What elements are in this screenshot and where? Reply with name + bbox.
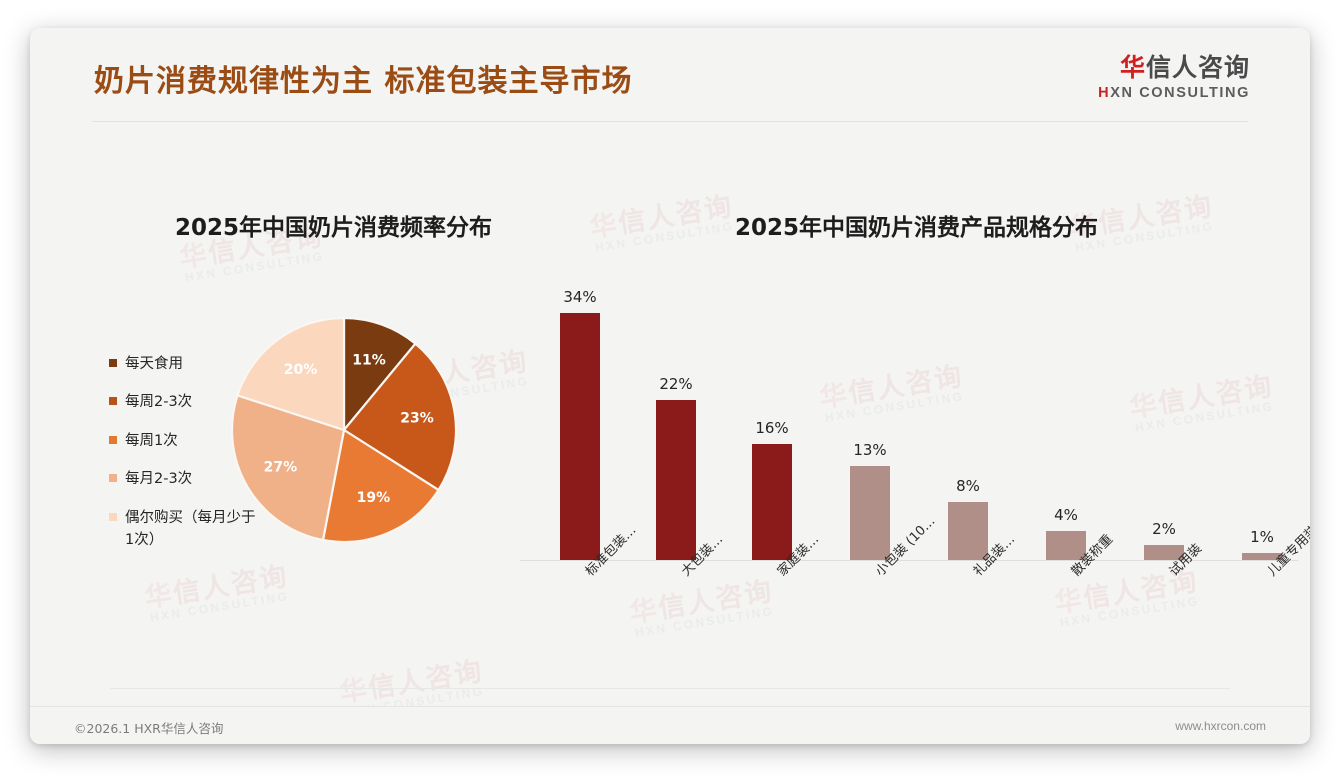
pie-legend-item[interactable]: 每周1次: [109, 430, 259, 452]
page-title: 奶片消费规律性为主 标准包装主导市场: [94, 64, 633, 99]
pie-slice-label: 11%: [352, 352, 386, 368]
logo-chinese-text: 华信人咨询: [1098, 54, 1250, 82]
pie-slice[interactable]: [321, 428, 441, 544]
bar-rect[interactable]: [850, 465, 890, 560]
pie-legend-label: 每周1次: [125, 432, 178, 449]
pie-legend-label: 每月2-3次: [125, 471, 193, 488]
bar-value-label: 2%: [1152, 520, 1176, 539]
bar-value-label: 1%: [1250, 527, 1274, 546]
bar-value-label: 22%: [659, 375, 693, 394]
pie-chart-panel: 每天食用 每周2-3次 每周1次 每月2-3次 偶尔购买（每月少于1次） 11% 23% 1…: [90, 278, 510, 618]
bar-column: 34% 标准包装…: [560, 288, 639, 579]
legend-swatch-icon: [109, 474, 117, 483]
legend-swatch-icon: [109, 512, 117, 521]
title-divider: [92, 121, 1248, 122]
bar-rect[interactable]: [1242, 552, 1282, 560]
bar-column: 4% 散装称重: [1046, 506, 1116, 579]
bar-column: 13% 小包装 (10…: [850, 441, 938, 579]
bar-chart-axis-line: [520, 560, 1298, 561]
bar-rect[interactable]: [752, 443, 792, 560]
pie-legend-item[interactable]: 每周2-3次: [109, 391, 259, 413]
bar-rect[interactable]: [656, 400, 696, 560]
pie-legend-label: 偶尔购买（每月少于1次）: [125, 509, 256, 549]
bar-column: 22% 大包装…: [656, 375, 726, 579]
pie-legend-label: 每天食用: [125, 356, 183, 372]
bar-chart-title: 2025年中国奶片消费产品规格分布: [735, 215, 1099, 241]
bar-column: 8% 礼品装…: [948, 477, 1018, 579]
footer-website: www.hxrcon.com: [1175, 719, 1266, 733]
pie-slice-label: 23%: [400, 410, 434, 426]
legend-swatch-icon: [109, 435, 117, 444]
bar-column: 16% 家庭装…: [752, 419, 822, 579]
footnote-divider: [110, 688, 1230, 689]
logo-cn-rest: 信人咨询: [1145, 53, 1250, 82]
bar-value-label: 8%: [956, 476, 980, 495]
legend-swatch-icon: [109, 397, 117, 406]
pie-legend-item[interactable]: 每天食用: [109, 353, 259, 375]
slide-canvas: 华信人咨询 HXN CONSULTING 华信人咨询 HXN CONSULTING 华信…: [30, 28, 1310, 744]
pie-slice[interactable]: [236, 316, 346, 432]
logo-english-text: HXN CONSULTING: [1098, 85, 1250, 101]
pie-slice-label: 20%: [284, 362, 318, 378]
bar-value-label: 13%: [853, 440, 887, 459]
watermark-cn: 华信人咨询: [587, 190, 736, 244]
pie-chart-legend: 每天食用每周2-3次 每周1次每月2-3次偶尔购买（每月少于1次）: [109, 353, 259, 568]
legend-swatch-icon: [109, 359, 117, 367]
bar-rect[interactable]: [1144, 545, 1184, 560]
logo-en-rest: XN CONSULTING: [1110, 84, 1250, 101]
slide-header: 奶片消费规律性为主 标准包装主导市场 华信人咨询 HXN CONSULTING: [30, 28, 1310, 123]
bar-rect[interactable]: [948, 501, 988, 560]
company-logo: 华信人咨询 HXN CONSULTING: [1098, 54, 1250, 101]
pie-chart-graphic: 11% 23% 19% 27% 20%: [230, 316, 458, 544]
slide-footer: ©2026.1 HXR华信人咨询 www.hxrcon.com: [30, 706, 1310, 744]
bar-column: 1% 儿童专用装: [1242, 523, 1310, 579]
pie-legend-item[interactable]: 偶尔购买（每月少于1次）: [109, 507, 259, 552]
bar-value-label: 16%: [755, 418, 789, 437]
pie-slice[interactable]: [342, 342, 458, 492]
footer-copyright: ©2026.1 HXR华信人咨询: [74, 721, 224, 736]
pie-chart-title: 2025年中国奶片消费频率分布: [175, 215, 493, 241]
watermark-cn: 华信人咨询: [337, 655, 486, 709]
watermark-en: HXN CONSULTING: [594, 219, 736, 256]
bar-chart-panel: 34% 标准包装… 22% 大包装… 16% 家庭装… 13% 小包装 (10… 8% 礼品装… 4…: [520, 278, 1310, 648]
pie-slice[interactable]: [342, 316, 417, 434]
logo-cn-accent: 华: [1119, 53, 1146, 82]
bar-value-label: 4%: [1054, 505, 1078, 524]
pie-legend-item[interactable]: 每月2-3次: [109, 468, 259, 490]
pie-slice[interactable]: [230, 394, 346, 542]
logo-en-accent: H: [1098, 84, 1111, 101]
pie-legend-label: 每周2-3次: [125, 394, 193, 411]
pie-slice-label: 19%: [357, 490, 391, 506]
pie-slice-label: 27%: [264, 460, 298, 476]
bar-rect[interactable]: [1046, 530, 1086, 560]
bar-value-label: 34%: [563, 288, 597, 306]
bar-rect[interactable]: [560, 313, 600, 560]
pie-svg: 11% 23% 19% 27% 20%: [230, 316, 458, 544]
bar-column: 2% 试用装: [1144, 520, 1205, 579]
